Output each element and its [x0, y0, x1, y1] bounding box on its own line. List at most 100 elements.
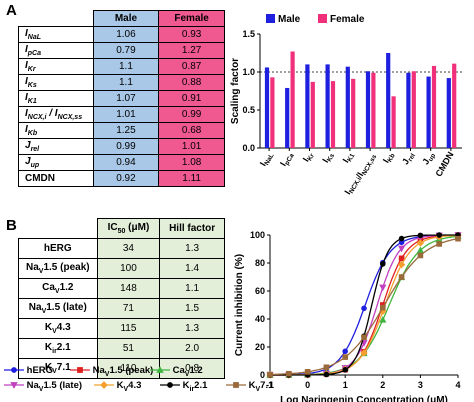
female-value: 1.11	[158, 170, 225, 187]
female-value: 0.93	[158, 26, 225, 43]
male-value: 1.07	[92, 90, 160, 107]
male-value: 1.01	[92, 106, 160, 123]
data-point	[267, 371, 273, 378]
legend-label: NaV1.5 (peak)	[90, 365, 154, 378]
legend-marker	[4, 382, 24, 390]
bar-female	[371, 72, 376, 148]
data-point	[11, 367, 17, 374]
scaling-factor-bar-chart: Scaling factor 0.0 0.5 1.0 1.5 INaL IpCa IKr IKs…	[230, 14, 462, 196]
legend-item: KV4.3	[94, 380, 141, 393]
legend-item: KV7.1	[226, 380, 273, 393]
table-row: NaV1.5 (peak) 100 1.4	[18, 258, 225, 279]
legend-label: Female	[330, 14, 365, 25]
table-row: KV7.1 110 0.8	[18, 358, 225, 379]
data-point	[379, 316, 387, 323]
data-point	[398, 235, 405, 242]
x-tick-label: 3	[418, 380, 423, 390]
data-point	[304, 369, 311, 375]
data-point	[416, 246, 425, 254]
male-value: 1.1	[92, 58, 160, 75]
legend-label: Kir2.1	[180, 380, 208, 393]
legend-swatch	[266, 14, 275, 23]
female-value: 0.68	[158, 122, 225, 139]
channel-label: IK1	[18, 90, 94, 107]
y-axis-label: Current inhibition (%)	[234, 254, 245, 356]
channel-label: Kir2.1	[18, 338, 98, 359]
channel-label: hERG	[18, 238, 98, 259]
channel-label: IpCa	[18, 42, 94, 59]
bar-female	[391, 96, 396, 148]
data-point	[360, 349, 368, 357]
y-axis-label: Scaling factor	[230, 58, 241, 124]
channel-label: INaL	[18, 26, 94, 43]
male-value: 0.79	[92, 42, 160, 59]
data-point	[436, 241, 442, 247]
data-point	[342, 367, 348, 373]
x-tick-label: 1	[343, 380, 348, 390]
y-tick-label: 60	[255, 286, 265, 296]
hill-value: 0.8	[159, 358, 225, 379]
data-point	[416, 239, 425, 247]
data-point	[417, 232, 424, 239]
x-tick-label: -1	[266, 380, 274, 390]
legend-marker	[94, 381, 114, 390]
data-point	[286, 370, 292, 377]
scaling-factor-table: Male Female INaL 1.06 0.93 IpCa 0.79 1.27 IKr 1…	[18, 10, 225, 187]
legend-marker	[226, 382, 246, 389]
data-point	[436, 232, 442, 238]
legend-marker	[160, 382, 180, 389]
bar-female	[351, 78, 356, 148]
hill-value: 1.4	[159, 258, 225, 279]
channel-label: NaV1.5 (peak)	[18, 258, 98, 279]
legend-marker	[70, 367, 90, 374]
table-row: Jup 0.94 1.08	[18, 154, 225, 171]
bar-male	[386, 53, 391, 148]
table-row: INCX,i / INCX,ss 1.01 0.99	[18, 106, 225, 123]
channel-label: CMDN	[18, 170, 94, 187]
channel-label: KV4.3	[18, 318, 98, 339]
ic50-header: IC50 (μM)	[96, 218, 161, 239]
bar-male	[345, 66, 350, 148]
table-row: IK1 1.07 0.91	[18, 90, 225, 107]
male-value: 0.94	[92, 154, 160, 171]
x-tick-label: Jup	[420, 150, 437, 167]
bar-male	[285, 87, 290, 148]
legend-label: NaV1.5 (late)	[24, 380, 83, 393]
data-point	[167, 382, 173, 389]
bar-female	[411, 71, 416, 148]
data-point	[323, 371, 330, 378]
y-tick-label: 40	[255, 314, 265, 324]
data-point	[233, 382, 239, 389]
bar-male	[426, 76, 431, 148]
data-point	[397, 260, 406, 269]
inhibition-curve-chart: Current inhibition (%) Log Naringenin Con…	[234, 230, 462, 402]
female-value: 0.87	[158, 58, 225, 75]
y-tick-label: 1.0	[242, 67, 255, 77]
data-point	[323, 364, 330, 371]
x-axis-label: Log Naringenin Concentration (μM)	[280, 395, 448, 402]
x-tick-label: 2	[380, 380, 385, 390]
data-point	[342, 354, 349, 360]
legend-label: hERG	[24, 365, 54, 376]
male-value: 1.1	[92, 74, 160, 91]
x-tick-label: Jrel	[400, 150, 417, 167]
data-point	[156, 366, 164, 374]
data-point	[398, 274, 405, 280]
data-point	[100, 381, 108, 390]
table-row: INaL 1.06 0.93	[18, 26, 225, 43]
bar-female	[290, 51, 295, 149]
ic50-value: 148	[96, 278, 161, 299]
channel-label: INCX,i / INCX,ss	[18, 106, 94, 123]
channel-label: IKb	[18, 122, 94, 139]
data-point	[380, 304, 386, 311]
x-tick-label: IKs	[320, 150, 336, 166]
data-point	[397, 245, 406, 253]
data-point	[455, 235, 461, 242]
bar-male	[446, 78, 451, 148]
data-point	[77, 367, 83, 374]
bar-female	[452, 63, 457, 148]
table-b-corner	[18, 218, 98, 239]
channel-label: IKs	[18, 74, 94, 91]
x-tick-label: IK1	[341, 150, 357, 166]
y-tick-label: 20	[255, 342, 265, 352]
